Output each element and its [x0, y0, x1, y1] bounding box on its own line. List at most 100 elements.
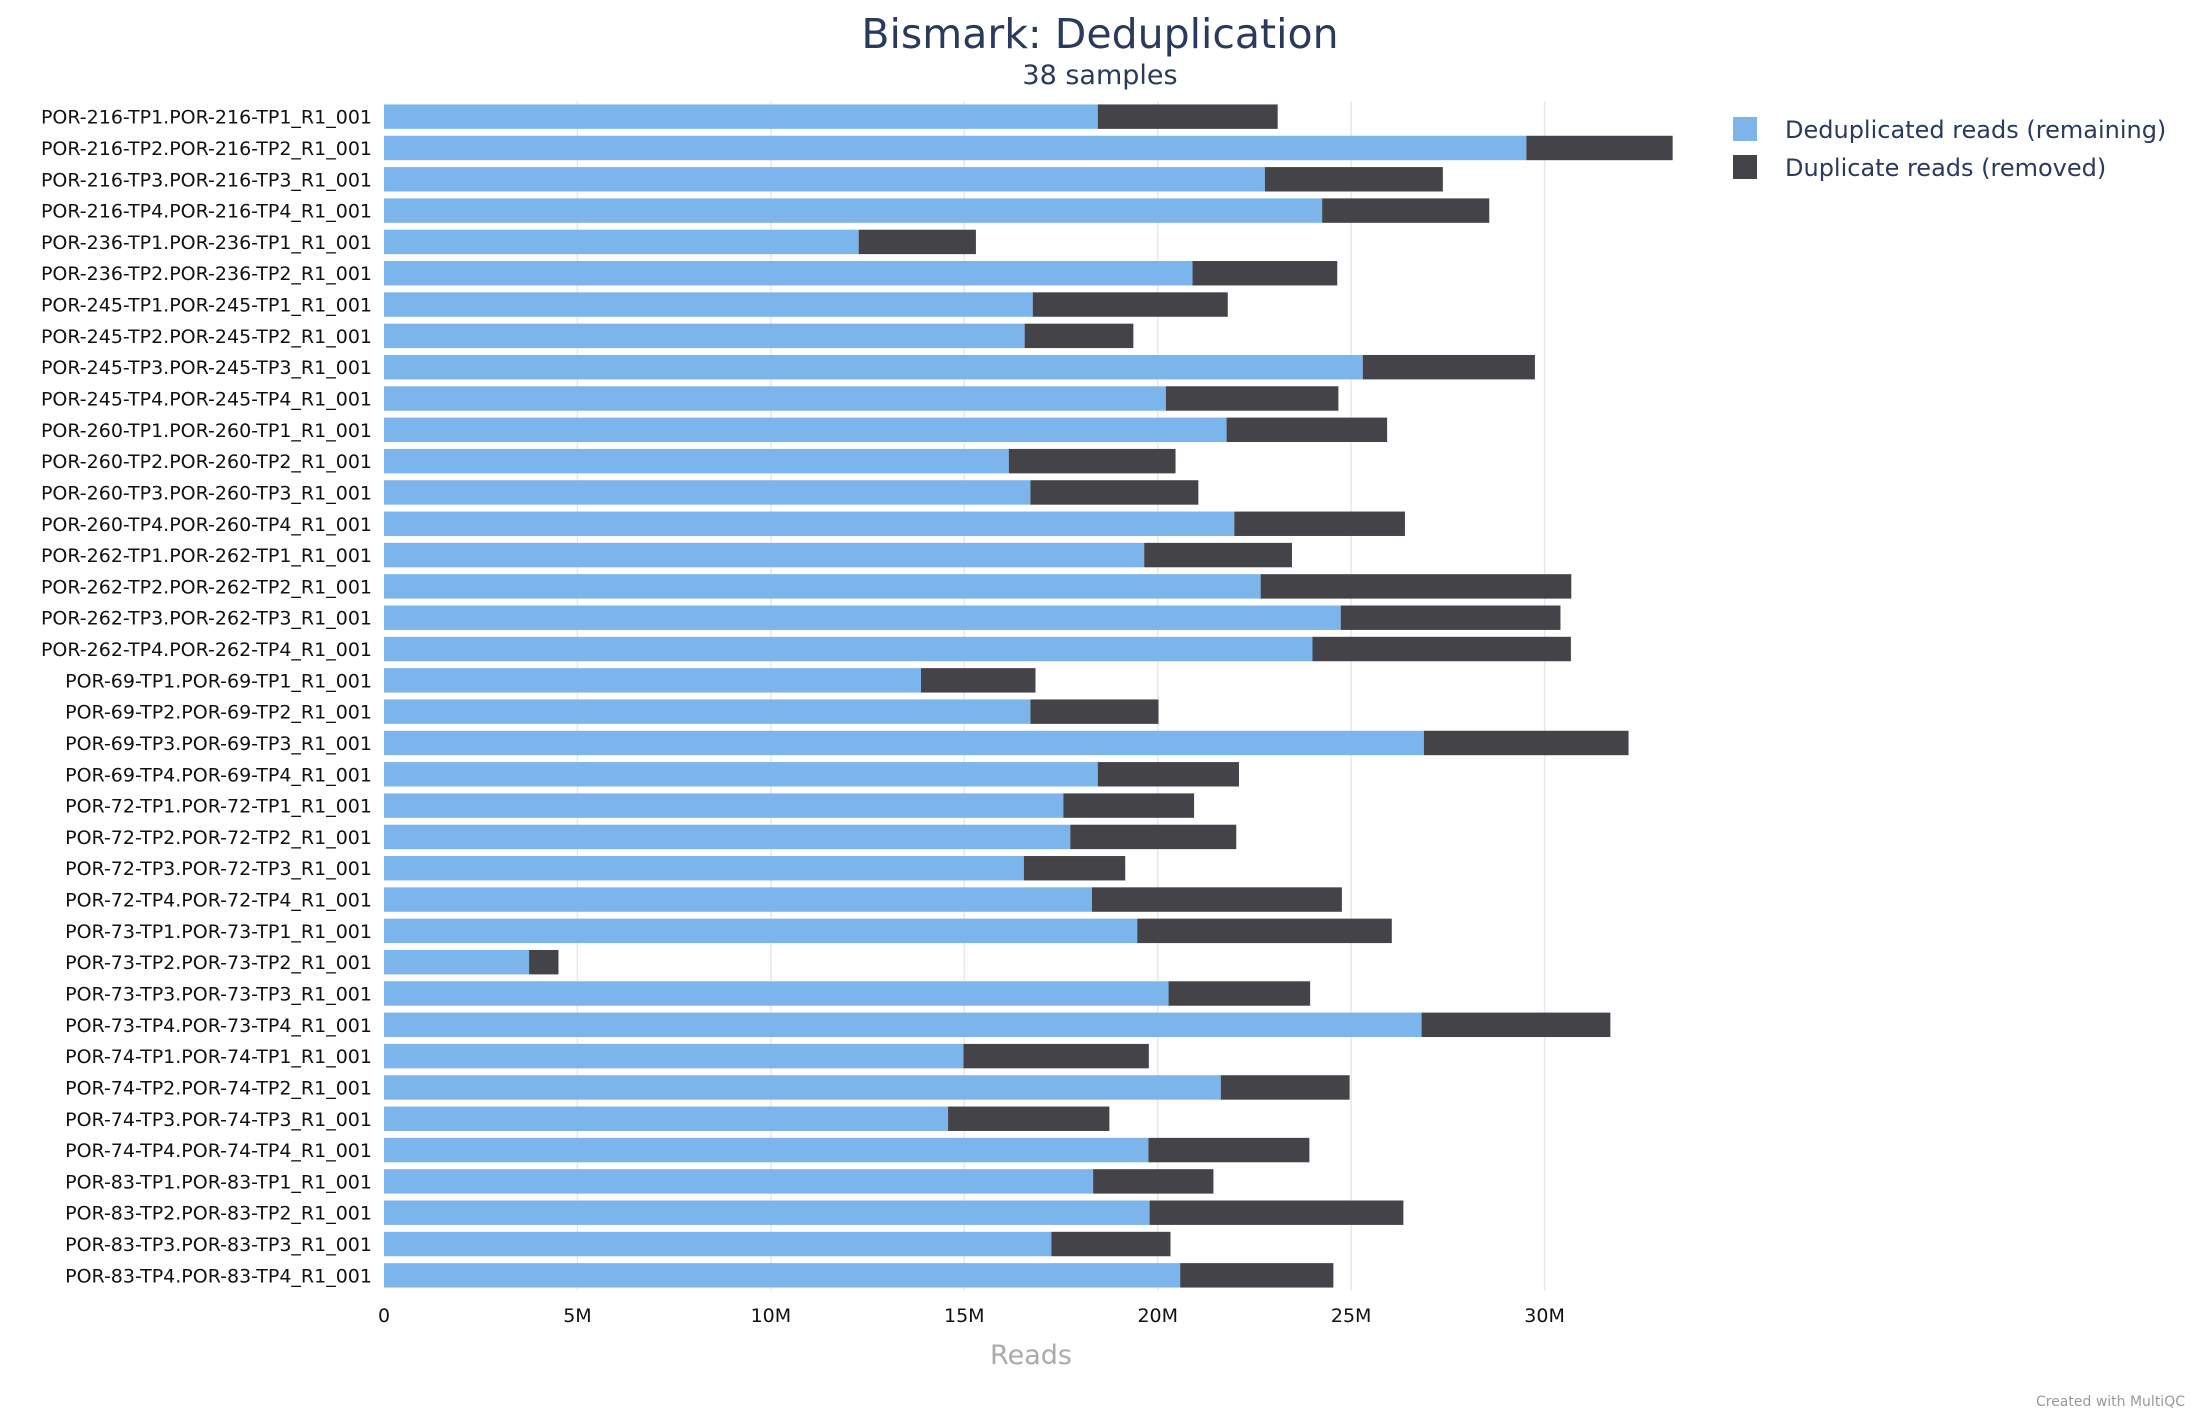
bar-duplicate[interactable]	[1008, 448, 1176, 474]
bar-duplicate[interactable]	[858, 229, 976, 255]
bar-deduplicated[interactable]	[384, 730, 1424, 756]
bar-deduplicated[interactable]	[384, 699, 1031, 724]
bar-duplicate[interactable]	[1312, 636, 1571, 662]
bar-duplicate[interactable]	[1097, 104, 1278, 129]
bar-deduplicated[interactable]	[384, 605, 1341, 630]
bar-duplicate[interactable]	[1032, 292, 1228, 317]
bar-deduplicated[interactable]	[384, 1263, 1181, 1288]
bar-duplicate[interactable]	[1030, 480, 1199, 505]
bar-deduplicated[interactable]	[384, 1043, 964, 1069]
bar-duplicate[interactable]	[1070, 824, 1237, 850]
bar-deduplicated[interactable]	[384, 229, 859, 255]
bar-duplicate[interactable]	[1526, 135, 1673, 161]
bar-duplicate[interactable]	[1165, 386, 1339, 411]
category-label: POR-245-TP2.POR-245-TP2_R1_001	[41, 326, 372, 348]
bar-deduplicated[interactable]	[384, 1169, 1094, 1194]
bar-deduplicated[interactable]	[384, 856, 1024, 881]
category-label: POR-83-TP4.POR-83-TP4_R1_001	[65, 1265, 372, 1287]
bar-duplicate[interactable]	[1340, 605, 1561, 630]
category-label: POR-260-TP1.POR-260-TP1_R1_001	[41, 420, 372, 442]
category-label: POR-260-TP3.POR-260-TP3_R1_001	[41, 482, 372, 504]
bar-deduplicated[interactable]	[384, 574, 1261, 599]
bar-deduplicated[interactable]	[384, 918, 1138, 944]
bar-duplicate[interactable]	[1137, 918, 1392, 944]
legend-swatch-duplicate	[1733, 155, 1757, 179]
bar-deduplicated[interactable]	[384, 542, 1145, 568]
category-label: POR-262-TP2.POR-262-TP2_R1_001	[41, 576, 372, 598]
bar-deduplicated[interactable]	[384, 981, 1169, 1006]
bar-deduplicated[interactable]	[384, 793, 1064, 818]
bar-duplicate[interactable]	[1093, 1169, 1214, 1194]
bar-deduplicated[interactable]	[384, 668, 921, 693]
bar-duplicate[interactable]	[1180, 1263, 1334, 1288]
bar-duplicate[interactable]	[1423, 730, 1629, 756]
bar-duplicate[interactable]	[1144, 542, 1292, 568]
bar-deduplicated[interactable]	[384, 448, 1009, 474]
bar-duplicate[interactable]	[1362, 354, 1535, 380]
bar-duplicate[interactable]	[1168, 981, 1311, 1006]
bar-deduplicated[interactable]	[384, 198, 1323, 223]
bar-deduplicated[interactable]	[384, 480, 1031, 505]
bar-duplicate[interactable]	[1024, 323, 1134, 349]
bar-deduplicated[interactable]	[384, 1231, 1052, 1257]
bar-duplicate[interactable]	[1192, 261, 1338, 286]
legend-item-duplicate[interactable]: Duplicate reads (removed)	[1733, 154, 2106, 182]
bar-deduplicated[interactable]	[384, 135, 1527, 161]
bar-duplicate[interactable]	[1149, 1200, 1404, 1225]
bar-deduplicated[interactable]	[384, 1200, 1150, 1225]
legend[interactable]: Deduplicated reads (remaining) Duplicate…	[1733, 116, 2166, 182]
bar-deduplicated[interactable]	[384, 323, 1025, 349]
bar-duplicate[interactable]	[1234, 511, 1405, 536]
bar-deduplicated[interactable]	[384, 762, 1098, 787]
bar-deduplicated[interactable]	[384, 354, 1363, 380]
category-label: POR-72-TP1.POR-72-TP1_R1_001	[65, 796, 372, 818]
bar-duplicate[interactable]	[1322, 198, 1490, 223]
bar-duplicate[interactable]	[948, 1106, 1110, 1131]
bar-deduplicated[interactable]	[384, 1075, 1221, 1100]
bar-duplicate[interactable]	[1264, 167, 1443, 192]
bar-duplicate[interactable]	[1220, 1075, 1350, 1100]
category-label: POR-245-TP4.POR-245-TP4_R1_001	[41, 389, 372, 411]
bar-deduplicated[interactable]	[384, 261, 1193, 286]
category-label: POR-69-TP3.POR-69-TP3_R1_001	[65, 733, 372, 755]
bar-duplicate[interactable]	[920, 668, 1036, 693]
bar-duplicate[interactable]	[1051, 1231, 1171, 1257]
bar-duplicate[interactable]	[529, 949, 559, 975]
category-label: POR-260-TP2.POR-260-TP2_R1_001	[41, 451, 372, 473]
x-axis-label: Reads	[990, 1340, 1072, 1371]
bar-deduplicated[interactable]	[384, 104, 1098, 129]
bar-deduplicated[interactable]	[384, 887, 1092, 912]
x-tick-label: 20M	[1137, 1305, 1178, 1327]
bar-duplicate[interactable]	[1030, 699, 1159, 724]
bar-duplicate[interactable]	[1226, 417, 1388, 443]
bar-deduplicated[interactable]	[384, 292, 1033, 317]
category-label: POR-216-TP1.POR-216-TP1_R1_001	[41, 107, 372, 129]
x-tick-label: 15M	[944, 1305, 985, 1327]
bar-deduplicated[interactable]	[384, 636, 1313, 662]
bar-deduplicated[interactable]	[384, 167, 1265, 192]
bar-duplicate[interactable]	[1091, 887, 1342, 912]
bar-deduplicated[interactable]	[384, 824, 1071, 850]
bar-duplicate[interactable]	[1063, 793, 1195, 818]
category-labels: POR-216-TP1.POR-216-TP1_R1_001 POR-216-TP…	[41, 107, 372, 1288]
category-label: POR-72-TP4.POR-72-TP4_R1_001	[65, 890, 372, 912]
category-label: POR-262-TP1.POR-262-TP1_R1_001	[41, 545, 372, 567]
bar-duplicate[interactable]	[1421, 1012, 1611, 1038]
bar-duplicate[interactable]	[1148, 1137, 1310, 1163]
category-label: POR-72-TP2.POR-72-TP2_R1_001	[65, 827, 372, 849]
bar-duplicate[interactable]	[1260, 574, 1572, 599]
bar-deduplicated[interactable]	[384, 1137, 1149, 1163]
x-tick-label: 0	[378, 1305, 390, 1327]
bar-duplicate[interactable]	[963, 1043, 1149, 1069]
bar-deduplicated[interactable]	[384, 1012, 1422, 1038]
bar-deduplicated[interactable]	[384, 1106, 949, 1131]
bar-deduplicated[interactable]	[384, 417, 1227, 443]
bar-deduplicated[interactable]	[384, 386, 1166, 411]
bar-duplicate[interactable]	[1023, 856, 1126, 881]
bar-deduplicated[interactable]	[384, 949, 530, 975]
legend-item-deduplicated[interactable]: Deduplicated reads (remaining)	[1733, 116, 2166, 144]
category-label: POR-73-TP1.POR-73-TP1_R1_001	[65, 921, 372, 943]
bar-duplicate[interactable]	[1097, 762, 1239, 787]
bar-deduplicated[interactable]	[384, 511, 1235, 536]
category-label: POR-216-TP2.POR-216-TP2_R1_001	[41, 138, 372, 160]
